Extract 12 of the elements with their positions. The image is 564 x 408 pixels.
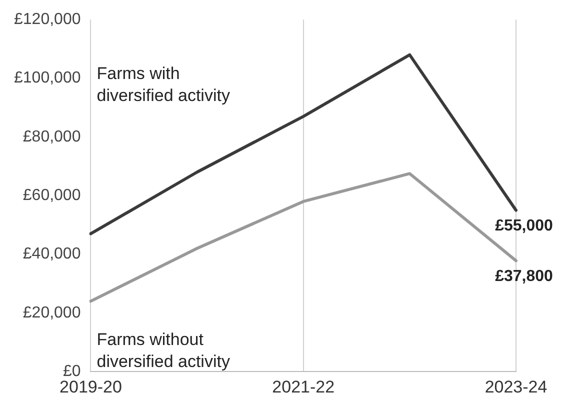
y-tick-label: £120,000 [14, 11, 81, 28]
y-tick-label: £80,000 [22, 128, 81, 146]
y-tick-label: £100,000 [14, 70, 81, 87]
series-label: Farms without diversified activity [96, 330, 230, 371]
x-tick-label: 2023-24 [484, 377, 548, 396]
x-tick-label: 2021-22 [272, 377, 335, 396]
data-label: £55,000 [495, 218, 554, 235]
y-tick-label: £60,000 [22, 187, 81, 204]
text: Farms with diversified activity [96, 64, 230, 105]
data-label: £37,800 [495, 268, 554, 286]
y-tick-label: £20,000 [22, 304, 81, 322]
y-tick-label: £40,000 [22, 246, 81, 263]
